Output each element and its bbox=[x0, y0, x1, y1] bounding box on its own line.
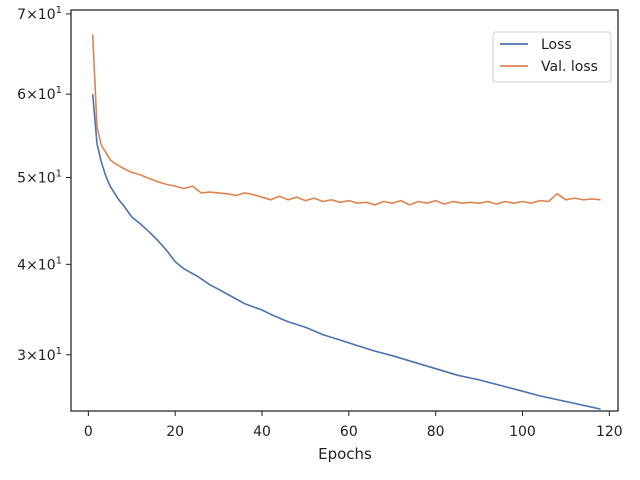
y-tick-label: 4×101 bbox=[17, 255, 62, 273]
series-layer bbox=[91, 34, 601, 410]
x-tick-label: 60 bbox=[340, 424, 358, 440]
legend-label-loss: Loss bbox=[541, 37, 572, 53]
plot-border bbox=[70, 9, 619, 412]
x-axis-ticks: 0 20 40 60 80 100 120 bbox=[84, 411, 623, 440]
series-line-val-loss bbox=[91, 34, 601, 206]
y-tick-label: 5×101 bbox=[17, 169, 62, 187]
x-tick-label: 0 bbox=[84, 424, 93, 440]
y-axis-ticks: 3×101 4×101 5×101 6×101 7×101 bbox=[17, 5, 71, 364]
x-tick-label: 40 bbox=[253, 424, 271, 440]
x-tick-label: 100 bbox=[509, 424, 536, 440]
legend-label-val-loss: Val. loss bbox=[541, 59, 598, 75]
x-tick-label: 120 bbox=[596, 424, 623, 440]
y-tick-label: 3×101 bbox=[17, 346, 62, 364]
x-tick-label: 20 bbox=[166, 424, 184, 440]
legend: Loss Val. loss bbox=[492, 31, 612, 83]
plot-frame bbox=[70, 9, 619, 412]
x-axis-title: Epochs bbox=[318, 445, 372, 463]
x-tick-label: 80 bbox=[427, 424, 445, 440]
y-tick-label: 7×101 bbox=[17, 5, 62, 23]
series-line-loss bbox=[91, 94, 601, 410]
y-tick-label: 6×101 bbox=[17, 85, 62, 103]
